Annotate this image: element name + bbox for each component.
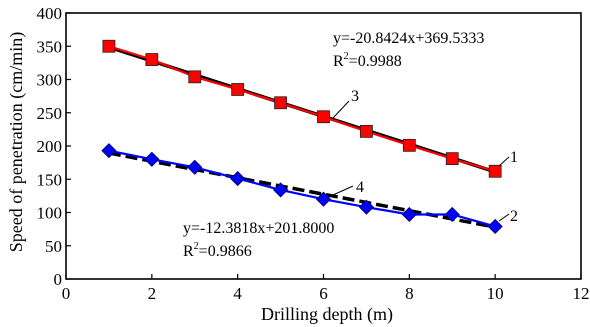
curve-label-2-leader (498, 213, 510, 222)
equation-blue-text: y=-12.3818x+201.8000 (183, 220, 334, 237)
series-2-point (144, 151, 160, 167)
series-1-point (188, 70, 202, 84)
y-tick-label: 200 (37, 137, 63, 156)
data-series (101, 39, 503, 235)
x-tick-label: 10 (487, 284, 504, 303)
r-squared-blue: R2=0.9866 (183, 241, 252, 260)
r-squared-blue-exponent: 2 (194, 241, 199, 252)
series-2-point (101, 143, 117, 159)
curve-label-3: 3 (332, 88, 359, 119)
series-1-point (274, 96, 287, 110)
series-1-point (488, 164, 502, 178)
series-2-point (230, 171, 246, 187)
r-squared-red-value: =0.9988 (349, 53, 402, 70)
y-tick-label: 250 (37, 104, 63, 123)
series-2-point (401, 206, 417, 223)
series-1-point (145, 53, 159, 66)
series-2-point (187, 159, 203, 175)
curve-label-4-text: 4 (356, 179, 364, 196)
series-1-point (102, 39, 116, 53)
r-squared-red: R2=0.9988 (333, 51, 402, 70)
series-1-point (402, 138, 416, 152)
x-tick-label: 2 (148, 284, 157, 303)
y-tick-label: 400 (37, 4, 63, 23)
r-squared-red-symbol: R (333, 53, 344, 70)
fit-lines (108, 45, 496, 229)
series-1-point (317, 110, 330, 124)
y-tick-label: 100 (37, 204, 63, 223)
x-tick-label: 6 (319, 284, 328, 303)
curve-label-2: 2 (498, 208, 518, 225)
x-tick-label: 4 (233, 284, 242, 303)
y-axis-title: Speed of penetration (cm/min) (6, 32, 27, 252)
equation-blue-annotation: y=-12.3818x+201.8000 R2=0.9866 (183, 220, 334, 260)
curve-label-4-leader (332, 185, 354, 196)
curve-label-1-text: 1 (510, 149, 518, 166)
series-1-point (445, 152, 459, 166)
curve-label-1-leader (498, 156, 510, 167)
equation-red-text: y=-20.8424x+369.5333 (333, 30, 484, 47)
fit-line-4 (108, 151, 496, 229)
series-1-point (360, 124, 373, 138)
x-tick-label: 0 (62, 284, 71, 303)
x-tick-label: 12 (573, 284, 590, 303)
series-1-point (231, 83, 245, 96)
x-tick-label: 8 (405, 284, 414, 303)
curve-label-4: 4 (332, 179, 364, 196)
curve-label-2-text: 2 (510, 208, 518, 225)
r-squared-blue-value: =0.9866 (199, 243, 252, 260)
y-tick-label: 350 (37, 37, 63, 56)
series-2-point (358, 199, 374, 215)
plot-frame (65, 12, 582, 280)
y-tick-label: 300 (37, 71, 63, 90)
curve-label-1: 1 (498, 149, 518, 167)
curve-label-3-leader (332, 100, 350, 119)
series-line-2 (108, 149, 496, 228)
series-2-point (487, 218, 503, 235)
curve-label-3-text: 3 (351, 88, 359, 105)
series-2-point (444, 206, 460, 223)
series-2-point (273, 182, 289, 198)
y-tick-label: 150 (37, 170, 63, 189)
series-line-1 (108, 45, 496, 173)
series-2-point (315, 191, 332, 207)
r-squared-red-exponent: 2 (344, 51, 349, 62)
equation-red-annotation: y=-20.8424x+369.5333 R2=0.9988 (333, 30, 484, 70)
x-axis-title: Drilling depth (m) (261, 304, 393, 325)
r-squared-blue-symbol: R (183, 243, 194, 260)
y-tick-label: 0 (54, 270, 63, 289)
y-tick-label: 50 (45, 237, 62, 256)
